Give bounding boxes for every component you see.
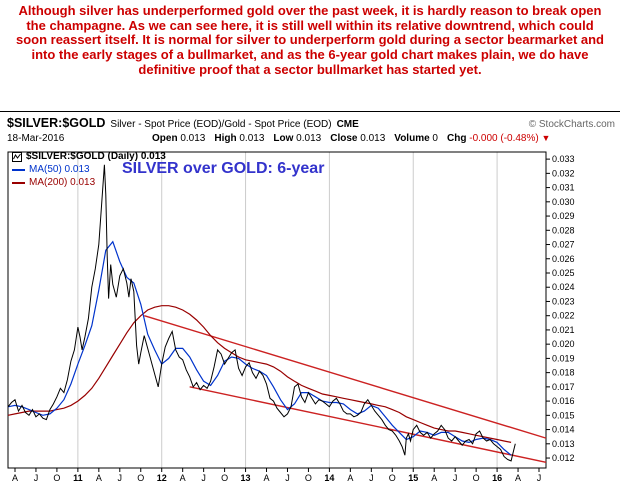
quote-item-label: Volume [394,133,429,144]
y-axis-label: 0.021 [552,325,575,335]
quote-item-value: 0.013 [237,133,265,144]
commentary-text: Although silver has underperformed gold … [0,4,620,77]
down-arrow-icon: ▼ [542,133,551,143]
x-axis-label: 16 [492,473,502,483]
y-axis-label: 0.029 [552,211,575,221]
y-axis-label: 0.024 [552,282,575,292]
ma50-line [8,242,511,456]
x-axis-label: A [431,473,437,483]
x-axis-label: J [537,473,542,483]
y-axis-label: 0.033 [552,154,575,164]
stockcharts-copyright: © StockCharts.com [529,119,615,130]
x-axis-label: O [53,473,60,483]
quote-item: Low 0.013 [273,133,321,144]
quote-item-label: Low [273,133,293,144]
quote-item-value: 0 [430,133,438,144]
chart-header: $SILVER:$GOLD Silver - Spot Price (EOD)/… [7,116,615,144]
legend-line-swatch [12,169,25,171]
x-axis-label: O [473,473,480,483]
x-axis-label: A [96,473,102,483]
price-line [8,165,515,461]
ma200-line [8,306,511,443]
y-axis-label: 0.028 [552,225,575,235]
x-axis-label: O [305,473,312,483]
y-axis-label: 0.030 [552,197,575,207]
x-axis-label: A [12,473,18,483]
quote-row: 18-Mar-2016 Open 0.013High 0.013Low 0.01… [7,133,615,144]
x-axis-label: A [347,473,353,483]
mini-chart-icon [12,152,22,162]
quote-item-label: Close [330,133,357,144]
quote-item: High 0.013 [214,133,264,144]
x-axis-label: J [453,473,458,483]
x-axis-label: O [137,473,144,483]
y-axis-label: 0.032 [552,168,575,178]
quote-item: Close 0.013 [330,133,385,144]
y-axis-label: 0.012 [552,453,575,463]
x-axis-label: O [221,473,228,483]
ticker-description: Silver - Spot Price (EOD)/Gold - Spot Pr… [110,119,331,130]
chart-annotation: SILVER over GOLD: 6-year [122,160,324,178]
ticker-symbol: $SILVER:$GOLD [7,116,105,130]
quote-item: Open 0.013 [152,133,205,144]
x-axis-label: 11 [73,473,83,483]
x-axis-label: J [118,473,123,483]
quote-item-value: 0.013 [293,133,321,144]
y-axis-label: 0.027 [552,240,575,250]
y-axis-label: 0.017 [552,382,575,392]
chg-value: -0.000 (-0.48%) [469,133,538,144]
plot-frame [8,152,546,468]
lower-downtrend-line [190,387,546,462]
quote-item-value: 0.013 [357,133,385,144]
y-axis-label: 0.019 [552,353,575,363]
quote-item: Volume 0 [394,133,438,144]
change-readout: Chg -0.000 (-0.48%) ▼ [447,133,550,144]
quote-item-label: Open [152,133,178,144]
x-axis-label: J [285,473,290,483]
y-axis-label: 0.016 [552,396,575,406]
x-axis-label: A [515,473,521,483]
legend-line-swatch [12,182,25,184]
divider-line [0,111,620,112]
quote-date: 18-Mar-2016 [7,133,143,144]
x-axis-label: 13 [241,473,251,483]
legend-item-label: MA(50) 0.013 [29,163,90,176]
exchange-label: CME [337,119,359,130]
y-axis-label: 0.013 [552,439,575,449]
x-axis-label: 15 [408,473,418,483]
x-axis-label: J [201,473,206,483]
x-axis-label: J [369,473,374,483]
y-axis-label: 0.020 [552,339,575,349]
y-axis-label: 0.014 [552,425,575,435]
ratio-chart-plot: 0.033 0.032 0.031 0.030 0.029 0.028 0.027 0.026… [0,146,620,502]
x-axis-label: 12 [157,473,167,483]
x-axis-label: J [34,473,39,483]
y-axis-label: 0.025 [552,268,575,278]
header-title-row: $SILVER:$GOLD Silver - Spot Price (EOD)/… [7,116,615,130]
quote-item-label: High [214,133,236,144]
y-axis-label: 0.031 [552,183,575,193]
quote-item-value: 0.013 [178,133,206,144]
legend-item-label: MA(200) 0.013 [29,176,95,189]
x-axis-label: A [180,473,186,483]
y-axis-label: 0.018 [552,368,575,378]
x-axis-label: O [389,473,396,483]
chg-label: Chg [447,133,466,144]
y-axis-label: 0.015 [552,410,575,420]
x-axis-label: 14 [324,473,334,483]
y-axis-label: 0.023 [552,296,575,306]
y-axis-label: 0.022 [552,311,575,321]
ohlc-values: Open 0.013High 0.013Low 0.013Close 0.013… [152,133,438,144]
x-axis-label: A [264,473,270,483]
y-axis-label: 0.026 [552,254,575,264]
